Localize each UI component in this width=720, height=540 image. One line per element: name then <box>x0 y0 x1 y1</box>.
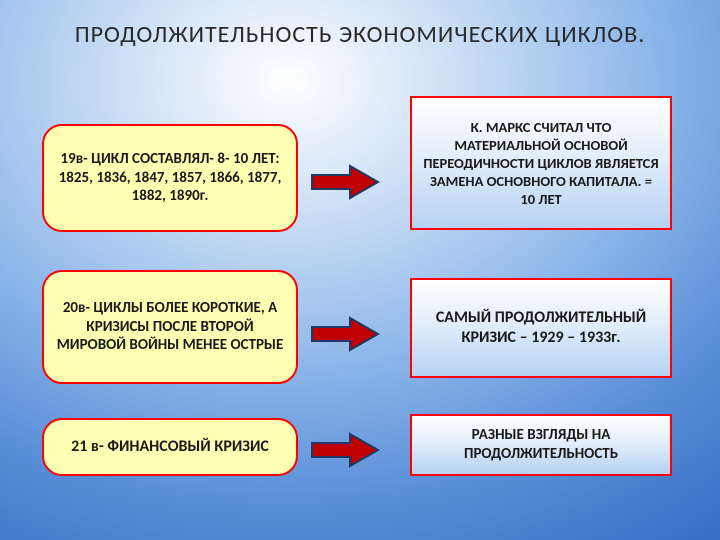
row3-right-text: РАЗНЫЕ ВЗГЛЯДЫ НА ПРОДОЛЖИТЕЛЬНОСТЬ <box>422 426 660 464</box>
row3-left-text: 21 в- ФИНАНСОВЫЙ КРИЗИС <box>71 437 269 457</box>
row1-right-box: К. МАРКС СЧИТАЛ ЧТО МАТЕРИАЛЬНОЙ ОСНОВОЙ… <box>410 96 672 230</box>
row3-left-box: 21 в- ФИНАНСОВЫЙ КРИЗИС <box>42 418 298 476</box>
row3-arrow-icon <box>310 430 380 470</box>
page-title: ПРОДОЛЖИТЕЛЬНОСТЬ ЭКОНОМИЧЕСКИХ ЦИКЛОВ. <box>0 20 720 49</box>
row1-right-text: К. МАРКС СЧИТАЛ ЧТО МАТЕРИАЛЬНОЙ ОСНОВОЙ… <box>422 118 660 209</box>
row2-left-text: 20в- ЦИКЛЫ БОЛЕЕ КОРОТКИЕ, А КРИЗИСЫ ПОС… <box>54 299 286 355</box>
row2-right-text: САМЫЙ ПРОДОЛЖИТЕЛЬНЫЙ КРИЗИС – 1929 – 19… <box>422 308 660 348</box>
row2-left-box: 20в- ЦИКЛЫ БОЛЕЕ КОРОТКИЕ, А КРИЗИСЫ ПОС… <box>42 270 298 384</box>
row1-arrow-icon <box>310 162 380 202</box>
row1-left-box: 19в- ЦИКЛ СОСТАВЛЯЛ- 8- 10 ЛЕТ: 1825, 18… <box>42 124 298 232</box>
row1-left-text: 19в- ЦИКЛ СОСТАВЛЯЛ- 8- 10 ЛЕТ: 1825, 18… <box>54 150 286 206</box>
row2-right-box: САМЫЙ ПРОДОЛЖИТЕЛЬНЫЙ КРИЗИС – 1929 – 19… <box>410 278 672 378</box>
row2-arrow-icon <box>310 314 380 354</box>
row3-right-box: РАЗНЫЕ ВЗГЛЯДЫ НА ПРОДОЛЖИТЕЛЬНОСТЬ <box>410 414 672 476</box>
